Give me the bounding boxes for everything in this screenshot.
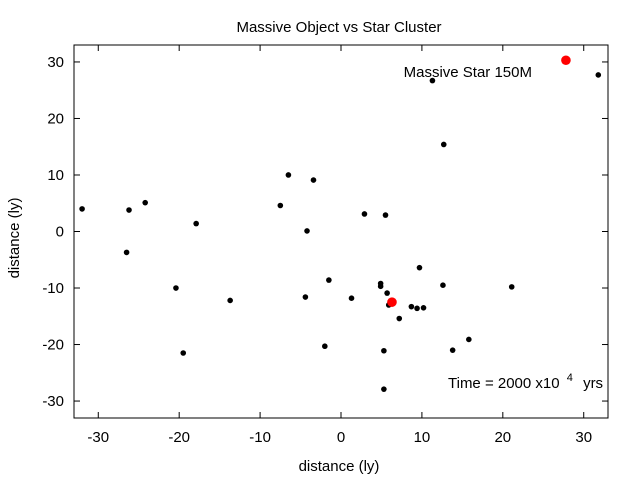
star-point [180, 350, 187, 356]
x-tick-label: 0 [337, 429, 345, 446]
time-prefix: Time = 2000 x10 [448, 375, 560, 392]
y-tick-label: 20 [47, 110, 64, 127]
star-point [227, 297, 233, 304]
star-point [408, 303, 415, 310]
star-point [420, 304, 427, 311]
time-exponent: 4 [567, 372, 573, 384]
x-tick-label: 20 [494, 429, 511, 446]
star-point [416, 264, 423, 271]
star-point [79, 206, 85, 212]
star-point [595, 72, 602, 78]
axis-tick-labels: -30 -20 -10 0 10 20 30 -30 -20 -10 0 10 20 30 [42, 54, 592, 446]
star-point [414, 305, 420, 312]
time-annotation: Time = 2000 x10 4 yrs [448, 368, 603, 392]
y-tick-label: -30 [42, 393, 64, 410]
star-point [126, 207, 132, 213]
massive-star-label: Massive Star 150M [404, 64, 532, 81]
star-point [361, 211, 368, 217]
star-point [440, 141, 447, 148]
star-point [508, 284, 515, 290]
star-point [142, 199, 148, 206]
star-point [466, 336, 472, 343]
star-point [396, 315, 403, 322]
star-point [384, 290, 390, 296]
star-point [440, 282, 446, 288]
star-point [302, 294, 309, 300]
data-points [79, 55, 602, 392]
star-point [429, 77, 436, 84]
star-point [381, 347, 387, 354]
massive-object-point [387, 297, 397, 307]
star-point [277, 202, 284, 209]
star-point [304, 228, 310, 234]
star-point [285, 172, 292, 178]
x-tick-label: 10 [414, 429, 431, 446]
y-axis-label: distance (ly) [6, 198, 23, 279]
star-point [123, 249, 130, 256]
y-tick-label: -20 [42, 337, 64, 354]
star-point [326, 277, 332, 283]
star-point [173, 285, 179, 291]
star-point [348, 295, 355, 301]
time-unit: yrs [583, 375, 603, 392]
star-point [381, 386, 387, 392]
star-point [377, 283, 384, 290]
x-tick-label: -30 [87, 429, 109, 446]
x-axis-label: distance (ly) [299, 458, 380, 475]
star-point [322, 343, 328, 350]
x-tick-label: 30 [575, 429, 592, 446]
star-point [193, 220, 199, 227]
chart-title: Massive Object vs Star Cluster [236, 19, 441, 36]
star-point [310, 177, 317, 183]
x-tick-label: -20 [168, 429, 190, 446]
y-tick-label: 10 [47, 167, 64, 184]
x-tick-label: -10 [249, 429, 271, 446]
y-tick-label: 30 [47, 54, 64, 71]
y-tick-label: -10 [42, 280, 64, 297]
star-point [382, 212, 389, 218]
y-tick-label: 0 [56, 224, 64, 241]
axis-ticks [74, 45, 608, 418]
star-point [449, 347, 456, 353]
massive-object-point [561, 55, 571, 66]
